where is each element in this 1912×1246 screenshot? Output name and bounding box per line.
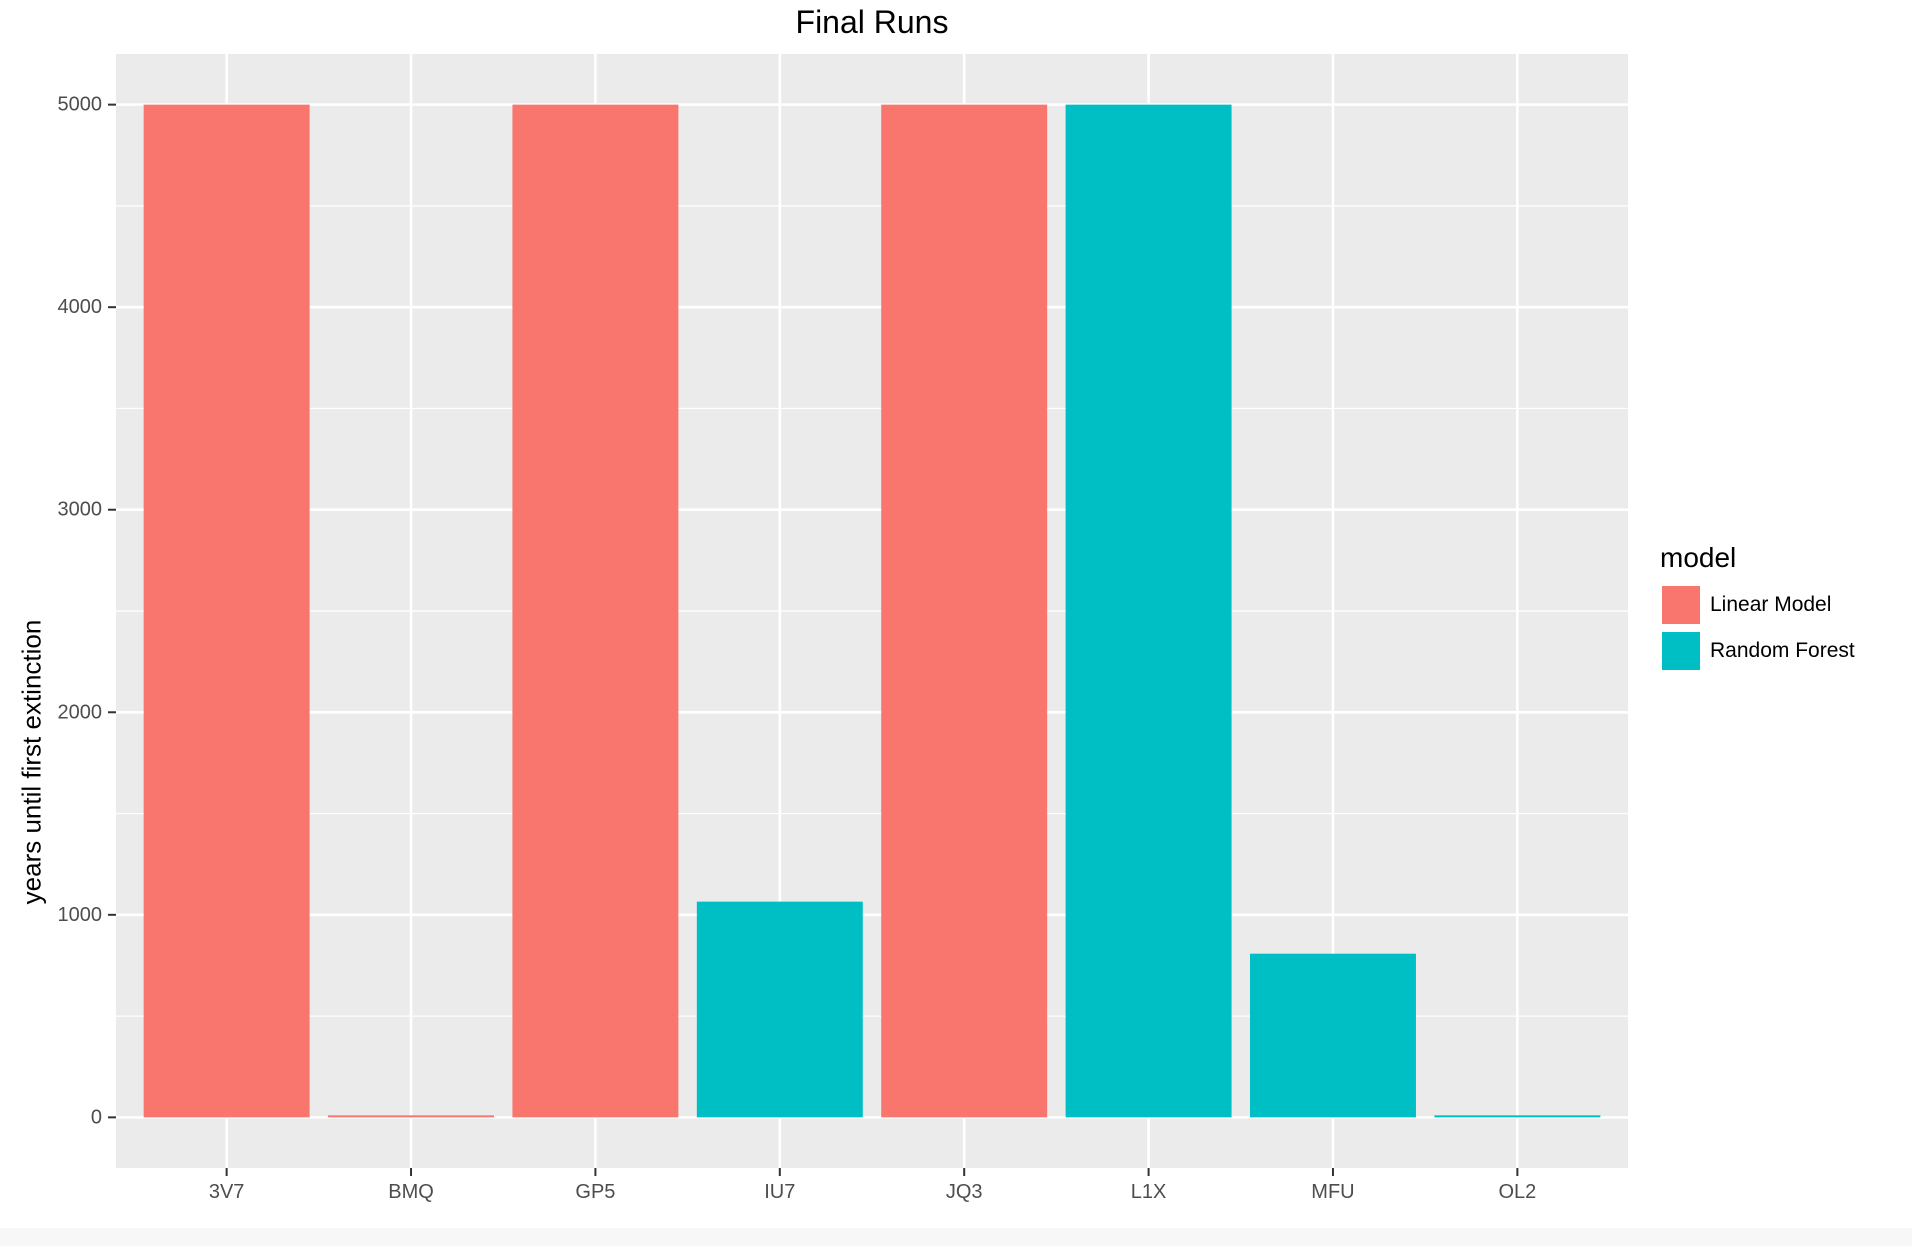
chart-title: Final Runs xyxy=(795,4,949,40)
y-axis-title-text: years until first extinction xyxy=(16,619,47,905)
legend-swatch-linear-model xyxy=(1660,584,1702,626)
x-tick-label: L1X xyxy=(1131,1181,1167,1203)
y-tick-label: 1000 xyxy=(58,904,103,926)
bar-mfu xyxy=(1250,953,1416,1118)
bar-jq3 xyxy=(881,104,1048,1118)
bar-iu7 xyxy=(696,901,863,1118)
x-tick-label: IU7 xyxy=(764,1181,795,1203)
x-tick-label: BMQ xyxy=(388,1181,434,1203)
x-axis: 3V7 BMQ GP5 IU7 JQ3 L1X MFU OL2 xyxy=(209,1168,1536,1203)
legend-item-random-forest: Random Forest xyxy=(1660,628,1855,674)
x-tick-label: MFU xyxy=(1311,1181,1354,1203)
y-tick-label: 4000 xyxy=(58,296,103,318)
legend-swatch-random-forest xyxy=(1660,630,1702,672)
legend-label-random-forest: Random Forest xyxy=(1710,639,1855,662)
footer-band xyxy=(0,1228,1912,1246)
bar-3v7 xyxy=(143,104,310,1118)
y-tick-label: 2000 xyxy=(58,701,103,723)
legend-label-linear-model: Linear Model xyxy=(1710,593,1832,616)
bar-l1x xyxy=(1065,104,1232,1118)
y-axis: 0 1000 2000 3000 4000 5000 xyxy=(58,94,116,1128)
bar-bmq xyxy=(328,1115,494,1118)
bars xyxy=(143,104,1601,1118)
y-tick-label: 0 xyxy=(91,1106,102,1128)
x-tick-label: 3V7 xyxy=(209,1181,245,1203)
y-tick-label: 5000 xyxy=(58,94,103,116)
x-tick-label: JQ3 xyxy=(946,1181,983,1203)
y-tick-label: 3000 xyxy=(58,499,103,521)
x-tick-label: OL2 xyxy=(1498,1181,1536,1203)
bar-gp5 xyxy=(512,104,679,1118)
x-tick-label: GP5 xyxy=(575,1181,615,1203)
legend: model Linear Model Random Forest xyxy=(1660,542,1855,674)
legend-title: model xyxy=(1660,542,1737,573)
bar-ol2 xyxy=(1434,1115,1601,1118)
legend-item-linear-model: Linear Model xyxy=(1660,582,1855,628)
